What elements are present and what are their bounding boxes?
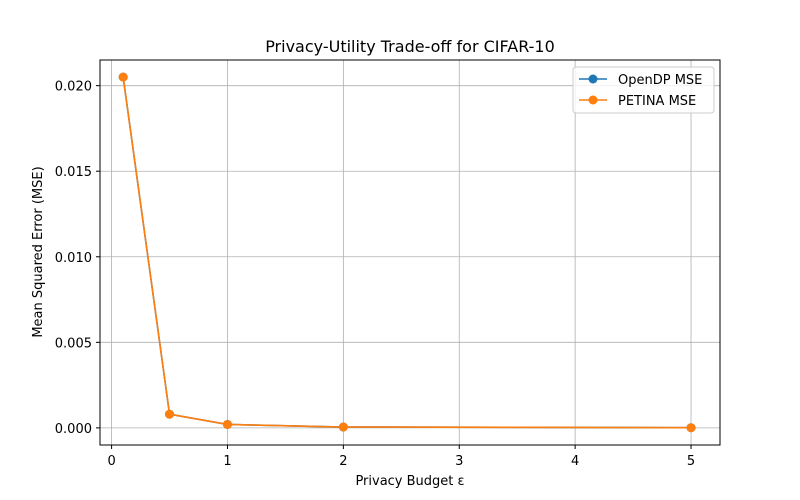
y-tick-label: 0.010 [55,251,92,266]
y-tick-label: 0.005 [55,336,92,351]
plot-frame [99,59,721,446]
legend-marker-petina-mse [588,95,598,105]
x-axis-label: Privacy Budget ε [355,474,464,489]
chart-title: Privacy-Utility Trade-off for CIFAR-10 [265,37,555,56]
x-tick-label: 0 [107,454,115,469]
data-point-petina-mse [338,422,348,432]
data-point-petina-mse [118,72,128,82]
ticks: 0 1 2 3 4 5 0.000 0.005 0.010 0.015 0.020 [55,80,695,469]
x-tick-label: 3 [455,454,463,469]
y-tick-label: 0.020 [55,80,92,95]
series-layer [118,72,696,433]
x-tick-label: 2 [339,454,347,469]
data-point-petina-mse [222,419,232,429]
x-tick-label: 1 [223,454,231,469]
y-tick-label: 0.015 [55,165,92,180]
legend-marker-opendp-mse [588,74,598,84]
y-axis-label: Mean Squared Error (MSE) [31,166,46,337]
x-tick-label: 4 [571,454,579,469]
x-tick-label: 5 [687,454,695,469]
legend-box [572,66,715,114]
data-point-petina-mse [686,423,696,433]
legend-label-petina-mse: PETINA MSE [618,94,696,109]
legend: OpenDP MSE PETINA MSE [572,66,715,114]
series-petina-mse [118,72,696,433]
legend-label-opendp-mse: OpenDP MSE [618,73,702,88]
data-point-petina-mse [165,409,175,419]
y-tick-label: 0.000 [55,422,92,437]
